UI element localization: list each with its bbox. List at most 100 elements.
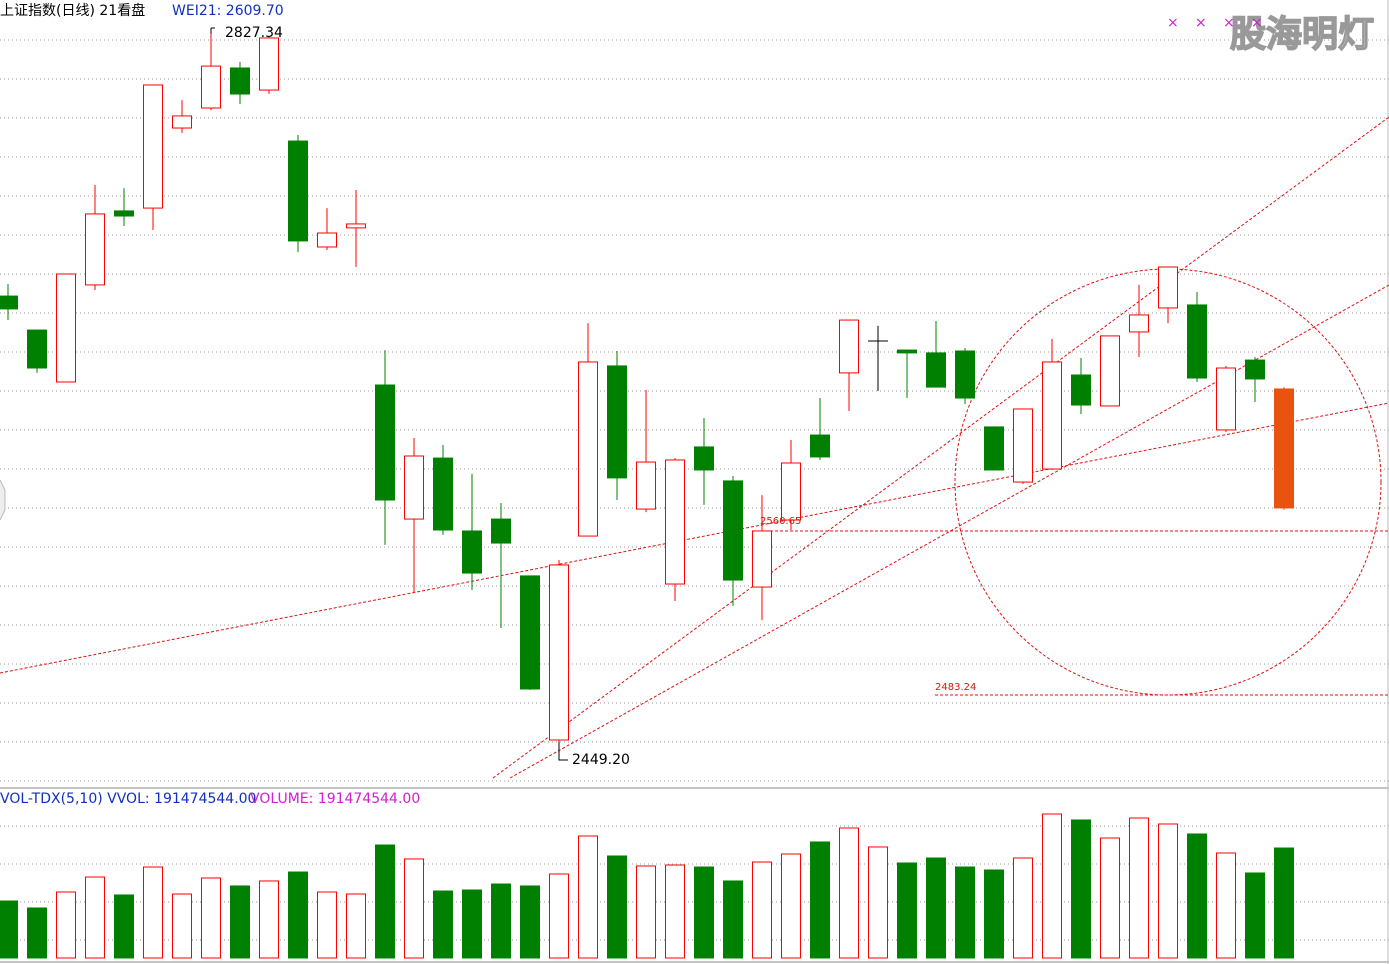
- volume-bar: [810, 841, 830, 959]
- volume-bar: [317, 891, 337, 959]
- annotation: 2560.65: [760, 516, 801, 527]
- volume-subtitle: VOLUME: 191474544.00: [250, 791, 420, 807]
- volume-bar: [230, 885, 250, 959]
- marker: ×: [1251, 15, 1263, 31]
- candle-body: [1013, 408, 1033, 483]
- candle-body: [665, 459, 685, 585]
- marker: ×: [1167, 15, 1179, 31]
- candle-body: [114, 210, 134, 217]
- candle-body: [1158, 266, 1178, 309]
- candle-body: [1042, 361, 1062, 470]
- volume-bar: [1158, 823, 1178, 959]
- volume-bar: [375, 844, 395, 959]
- annotation: 2483.24: [935, 682, 976, 693]
- candle-body: [578, 361, 598, 537]
- volume-bar: [404, 858, 424, 959]
- candle-body: [839, 319, 859, 374]
- candle-body: [172, 115, 192, 129]
- candle-body: [0, 295, 18, 310]
- candle-body: [317, 232, 337, 248]
- candle-body: [491, 518, 511, 544]
- candle-body: [1100, 335, 1120, 407]
- label-pointer: [210, 27, 215, 34]
- volume-bar: [1216, 852, 1236, 959]
- volume-bar: [56, 891, 76, 959]
- candle-body: [27, 329, 47, 369]
- candle-body: [462, 530, 482, 574]
- circle-annotation: [954, 268, 1382, 696]
- indicator: WEI21: 2609.70: [172, 3, 284, 19]
- volume-bar: [259, 880, 279, 959]
- volume-bar: [1100, 837, 1120, 959]
- volume-bar: [114, 894, 134, 959]
- volume-bar: [1187, 833, 1207, 959]
- volume-bar: [578, 835, 598, 959]
- candle-body: [549, 564, 569, 741]
- candle-body: [752, 530, 772, 588]
- candles: [0, 28, 1294, 743]
- volume-bar: [85, 876, 105, 959]
- candle-body: [230, 67, 250, 95]
- candle-body: [926, 352, 946, 388]
- volume-bar: [839, 827, 859, 959]
- candle-body: [723, 480, 743, 581]
- volume-bar: [752, 861, 772, 959]
- volume-bar: [201, 877, 221, 959]
- volume-bar: [636, 865, 656, 959]
- volume-title: VOL-TDX(5,10) VVOL: 191474544.00: [0, 791, 256, 807]
- candle-body: [1187, 304, 1207, 379]
- volume-bar: [1245, 872, 1265, 959]
- volume-bar: [1013, 857, 1033, 959]
- candle-body: [810, 434, 830, 458]
- annotation: 2827.34: [225, 25, 283, 41]
- volume-bar: [781, 853, 801, 959]
- candle-body: [259, 37, 279, 91]
- side-handle[interactable]: [0, 479, 6, 521]
- candle-body: [520, 575, 540, 690]
- trend-line: [492, 116, 1389, 779]
- candle-body: [1245, 359, 1265, 380]
- volume-bar: [491, 883, 511, 959]
- volume-bar: [955, 866, 975, 959]
- volume-bars: [0, 813, 1294, 959]
- chart-title: 上证指数(日线) 21看盘: [0, 2, 145, 19]
- candle-body: [636, 461, 656, 510]
- label-pointer: [558, 742, 568, 761]
- volume-bar: [462, 889, 482, 959]
- candle-body: [1274, 388, 1294, 509]
- candle-body: [201, 65, 221, 109]
- candle-body: [955, 350, 975, 399]
- marker: ×: [1195, 15, 1207, 31]
- volume-bar: [1129, 817, 1149, 959]
- volume-bar: [143, 866, 163, 959]
- candle-body: [694, 446, 714, 471]
- candle-body: [781, 462, 801, 521]
- volume-bar: [172, 893, 192, 959]
- trend-line: [509, 284, 1389, 779]
- candle-body: [85, 213, 105, 286]
- volume-bar: [1042, 813, 1062, 959]
- volume-bar: [926, 857, 946, 959]
- candle-body: [984, 426, 1004, 471]
- candle-body: [288, 140, 308, 242]
- volume-bar: [868, 846, 888, 959]
- volume-bar: [433, 890, 453, 959]
- volume-bar: [665, 864, 685, 959]
- volume-bar: [0, 900, 18, 959]
- watermark: 股海明灯: [1230, 14, 1374, 55]
- annotation: 2449.20: [572, 752, 630, 768]
- volume-bar: [549, 873, 569, 959]
- candle-body: [1071, 374, 1091, 406]
- markers: × × × ×: [1167, 15, 1263, 31]
- candle-body: [1129, 314, 1149, 333]
- candle-body: [607, 365, 627, 479]
- volume-bar: [607, 855, 627, 959]
- marker: ×: [1223, 15, 1235, 31]
- volume-bar: [723, 880, 743, 959]
- candle-body: [143, 84, 163, 209]
- volume-bar: [984, 869, 1004, 959]
- volume-bar: [897, 862, 917, 959]
- volume-bar: [520, 885, 540, 959]
- candle-body: [56, 273, 76, 383]
